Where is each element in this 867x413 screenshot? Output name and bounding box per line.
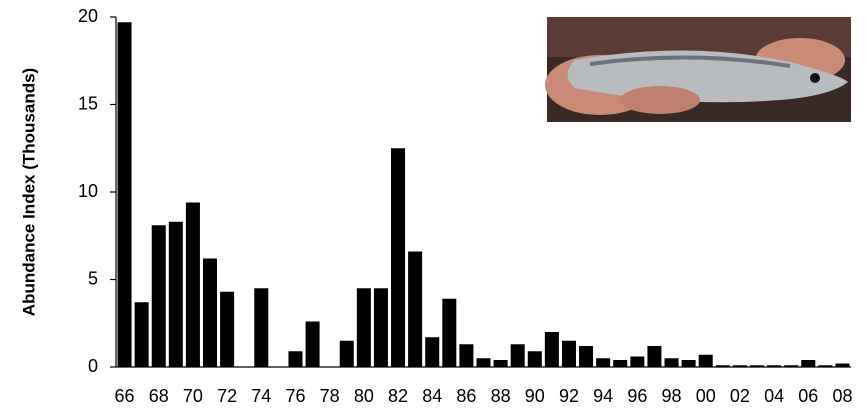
x-tick-label: 98: [662, 386, 682, 406]
x-tick-label: 04: [764, 386, 784, 406]
bar: [784, 365, 799, 367]
bar: [356, 288, 371, 367]
x-tick-label: 80: [354, 386, 374, 406]
bar: [630, 356, 645, 367]
x-tick-label: 94: [593, 386, 613, 406]
bar: [151, 225, 166, 367]
x-tick-label: 00: [696, 386, 716, 406]
x-tick-label: 74: [251, 386, 271, 406]
bar: [835, 363, 850, 367]
bar: [288, 351, 303, 367]
bar: [220, 291, 235, 367]
bar: [561, 340, 576, 367]
y-tick-label: 10: [78, 181, 98, 201]
x-tick-label: 82: [388, 386, 408, 406]
x-tick-label: 78: [320, 386, 340, 406]
bar: [373, 288, 388, 367]
x-tick-label: 92: [559, 386, 579, 406]
x-tick-label: 08: [832, 386, 852, 406]
bar: [749, 365, 764, 367]
bar: [664, 358, 679, 367]
x-tick-label: 96: [627, 386, 647, 406]
x-tick-label: 66: [115, 386, 135, 406]
bar: [579, 346, 594, 367]
bar: [168, 221, 183, 367]
bar: [681, 360, 696, 367]
bar: [544, 332, 559, 367]
bar: [203, 258, 218, 367]
bar: [767, 365, 782, 367]
x-tick-label: 86: [456, 386, 476, 406]
bar: [613, 360, 628, 367]
bar: [527, 351, 542, 367]
bar: [425, 337, 440, 367]
bar: [715, 365, 730, 367]
x-tick-label: 90: [525, 386, 545, 406]
bar: [305, 321, 320, 367]
bar: [801, 360, 816, 367]
x-tick-label: 02: [730, 386, 750, 406]
bar: [647, 346, 662, 367]
y-tick-label: 20: [78, 6, 98, 26]
photo: [545, 17, 851, 122]
bar: [442, 298, 457, 367]
bar: [408, 251, 423, 367]
bar: [596, 358, 611, 367]
x-tick-label: 06: [798, 386, 818, 406]
bar: [117, 22, 132, 367]
bar: [339, 340, 354, 367]
y-tick-label: 0: [88, 356, 98, 376]
bar: [391, 148, 406, 367]
bar: [134, 302, 149, 367]
x-tick-label: 70: [183, 386, 203, 406]
bar: [732, 365, 747, 367]
bar: [510, 344, 525, 367]
y-tick-label: 15: [78, 93, 98, 113]
y-axis-label: Abundance Index (Thousands): [19, 68, 38, 316]
x-tick-label: 76: [285, 386, 305, 406]
x-tick-label: 72: [217, 386, 237, 406]
bar: [493, 360, 508, 367]
bar: [698, 354, 713, 367]
bar: [818, 365, 833, 367]
bar: [254, 288, 269, 367]
bar: [185, 202, 200, 367]
y-tick-label: 5: [88, 268, 98, 288]
x-tick-label: 68: [149, 386, 169, 406]
bar: [459, 344, 474, 367]
x-tick-label: 88: [491, 386, 511, 406]
x-tick-label: 84: [422, 386, 442, 406]
bar: [476, 358, 491, 367]
